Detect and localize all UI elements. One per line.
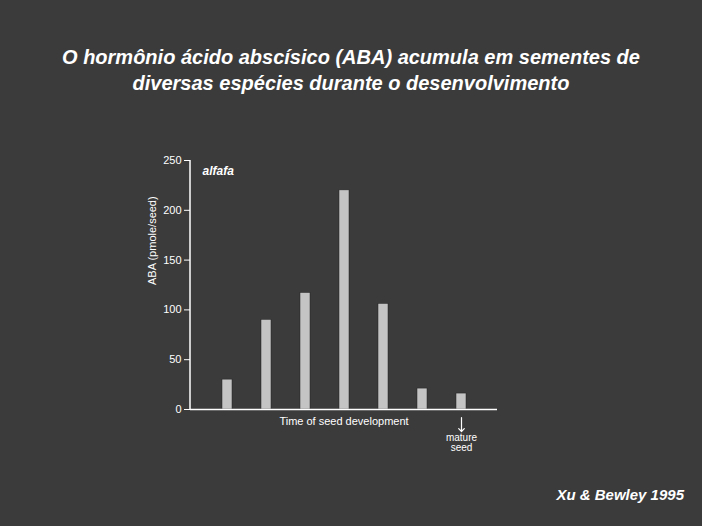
- svg-text:ABA (pmole/seed): ABA (pmole/seed): [146, 196, 158, 285]
- svg-text:250: 250: [163, 154, 181, 166]
- svg-text:150: 150: [163, 254, 181, 266]
- html-text:Xu & Bewley 1995: Xu & Bewley 1995: [556, 486, 684, 503]
- svg-text:0: 0: [175, 403, 181, 415]
- svg-text:matureseed: matureseed: [446, 432, 478, 453]
- svg-text:50: 50: [169, 353, 181, 365]
- svg-text:100: 100: [163, 303, 181, 315]
- html-text:O hormônio ácido abscísico (AB: O hormônio ácido abscísico (ABA) acumula…: [62, 46, 640, 94]
- svg-text:alfafa: alfafa: [203, 164, 235, 178]
- svg-text:Time of seed development: Time of seed development: [279, 415, 408, 427]
- svg-text:200: 200: [163, 204, 181, 216]
